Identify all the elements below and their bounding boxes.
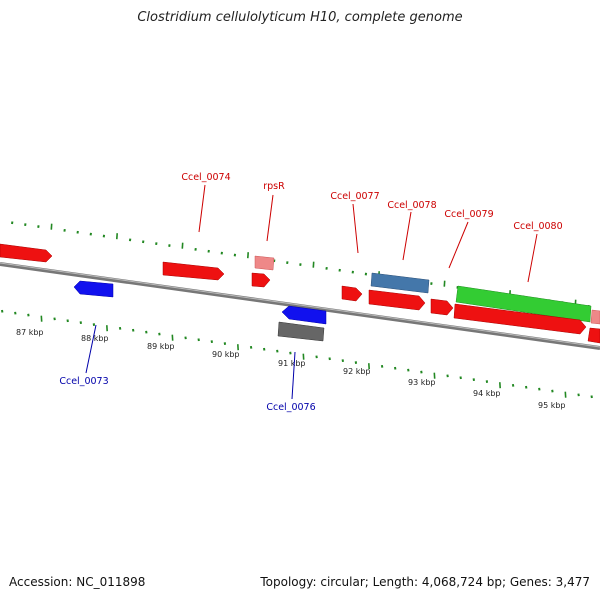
gene-arrow-ccel-0078b[interactable] (368, 289, 426, 311)
gene-arrow-ccel-0079[interactable] (430, 298, 454, 316)
scale-label-91: 91 kbp (278, 359, 306, 368)
gene-label-ccel-0078[interactable]: Ccel_0078 (387, 200, 436, 211)
gene-label-ccel-0080[interactable]: Ccel_0080 (513, 221, 562, 232)
gene-rect-rpsR[interactable] (254, 255, 275, 271)
scale-label-95: 95 kbp (538, 401, 566, 410)
leader-line-ccel-0079 (448, 221, 469, 269)
gene-label-ccel-0077[interactable]: Ccel_0077 (330, 191, 379, 202)
gene-label-ccel-0076[interactable]: Ccel_0076 (266, 402, 315, 413)
gene-arrow-forward[interactable] (0, 243, 53, 263)
leader-line-rpsR (266, 194, 274, 242)
scale-label-90: 90 kbp (212, 350, 240, 359)
scale-label-88: 88 kbp (81, 334, 109, 343)
gene-arrow-ccel-0074[interactable] (162, 261, 225, 281)
gene-arrow-ccel-0077[interactable] (341, 285, 363, 302)
scale-label-92: 92 kbp (343, 367, 371, 376)
gene-label-ccel-0074[interactable]: Ccel_0074 (181, 172, 230, 183)
leader-line-ccel-0073 (85, 324, 97, 374)
gene-rect-ccel-0078[interactable] (370, 272, 430, 294)
gene-label-rpsR[interactable]: rpsR (263, 181, 285, 192)
gene-arrow-edge-red[interactable] (587, 327, 600, 344)
genome-backbone-highlight (0, 262, 600, 348)
leader-line-ccel-0080 (527, 233, 538, 283)
genome-summary-text: Topology: circular; Length: 4,068,724 bp… (260, 575, 590, 589)
gene-arrow-ccel-0076[interactable] (281, 305, 327, 325)
gene-rect-ccel-0080[interactable] (455, 285, 592, 323)
scale-label-93: 93 kbp (408, 378, 436, 387)
leader-line-ccel-0077 (352, 203, 359, 254)
genome-backbone (0, 262, 600, 350)
leader-line-ccel-0074 (198, 184, 206, 233)
gene-arrow-ccel-0073[interactable] (73, 280, 114, 298)
gene-arrow-large[interactable] (453, 303, 587, 335)
scale-label-94: 94 kbp (473, 389, 501, 398)
gene-rect-gray[interactable] (277, 321, 325, 342)
gene-label-ccel-0079[interactable]: Ccel_0079 (444, 209, 493, 220)
leader-line-ccel-0078 (402, 211, 412, 261)
accession-text: Accession: NC_011898 (9, 575, 146, 589)
gene-rect-edge-pink[interactable] (590, 309, 600, 325)
bottom-tick-row (1, 309, 593, 399)
map-title: Clostridium cellulolyticum H10, complete… (137, 10, 463, 25)
leader-line-ccel-0076 (291, 351, 296, 400)
gene-arrow-small[interactable] (251, 272, 271, 288)
scale-label-87: 87 kbp (16, 328, 44, 337)
gene-label-ccel-0073[interactable]: Ccel_0073 (59, 376, 108, 387)
scale-label-89: 89 kbp (147, 342, 175, 351)
